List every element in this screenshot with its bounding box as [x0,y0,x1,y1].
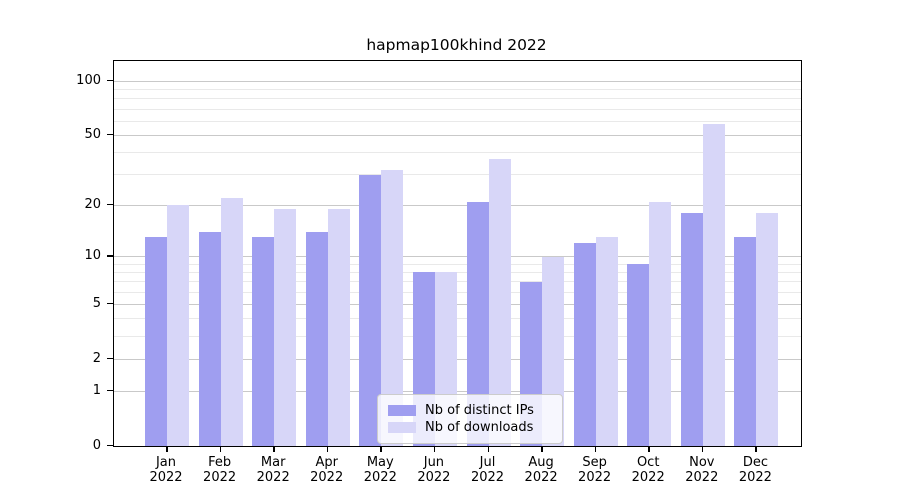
legend: Nb of distinct IPs Nb of downloads [377,394,563,444]
gridline-major-100 [114,80,801,82]
gridline-major-2 [114,358,801,360]
y-tick-mark-100 [107,79,113,82]
gridline-minor-7 [114,281,801,283]
x-tick-label-aug-2022: Aug 2022 [524,455,558,485]
gridline-minor-30 [114,174,801,176]
y-tick-mark-50 [107,133,113,136]
x-tick-label-nov-2022: Nov 2022 [685,455,719,485]
x-tick-mark-aug [541,446,543,452]
gridline-major-10 [114,256,801,257]
bar-nb-of-distinct-ips-jan [145,237,167,446]
gridline-major-50 [114,134,801,136]
x-tick-mark-jun [433,446,436,452]
x-tick-label-mar-2022: Mar 2022 [256,455,290,485]
gridline-major-20 [114,204,801,206]
gridline-minor-8 [114,271,801,273]
legend-label: Nb of downloads [425,420,534,435]
y-tick-label-10: 10 [84,248,101,263]
gridline-major-5 [114,303,801,305]
y-tick-label-0: 0 [92,437,101,453]
y-tick-label-50: 50 [84,126,101,142]
y-tick-mark-5 [107,302,113,305]
bar-nb-of-distinct-ips-oct [627,264,650,446]
bar-nb-of-downloads-feb [220,198,243,446]
x-tick-mark-feb [219,446,222,452]
x-tick-mark-jan [166,446,168,452]
bar-nb-of-distinct-ips-apr [305,232,328,446]
gridline-minor-80 [114,98,801,100]
x-tick-mark-oct [648,446,650,452]
bar-nb-of-distinct-ips-mar [252,237,275,446]
y-tick-mark-1 [107,389,113,392]
bar-nb-of-distinct-ips-nov [680,213,703,446]
bar-nb-of-distinct-ips-sep [573,243,596,446]
legend-item-nb-of-distinct-ips: Nb of distinct IPs [388,403,554,418]
bar-nb-of-downloads-dec [756,213,779,446]
x-tick-mark-mar [273,446,275,452]
gridline-major-1 [114,390,801,392]
chart-title: hapmap100khind 2022 [366,36,547,54]
x-tick-mark-dec [755,446,757,452]
x-tick-mark-sep [594,446,597,452]
gridline-minor-60 [114,120,801,122]
bar-nb-of-downloads-jul [488,158,511,446]
x-tick-label-feb-2022: Feb 2022 [203,455,237,485]
x-tick-label-oct-2022: Oct 2022 [631,455,665,485]
bar-nb-of-downloads-oct [649,201,672,446]
x-tick-mark-apr [326,446,329,452]
x-tick-mark-may [380,446,382,452]
x-tick-mark-nov [701,446,704,452]
bar-nb-of-distinct-ips-dec [734,237,757,446]
gridline-minor-40 [114,152,801,153]
bar-nb-of-downloads-apr [327,209,350,446]
legend-swatch-icon [388,422,416,433]
bar-nb-of-downloads-nov [702,123,725,446]
gridline-minor-9 [114,263,801,265]
x-tick-label-jul-2022: Jul 2022 [470,455,505,485]
y-tick-mark-10 [107,255,113,257]
plot-area [113,60,802,447]
y-tick-mark-20 [107,203,113,206]
bar-nb-of-downloads-mar [274,209,297,446]
gridline-minor-6 [114,291,801,293]
legend-swatch-icon [388,405,416,416]
bar-nb-of-distinct-ips-jul [466,201,489,446]
x-tick-label-dec-2022: Dec 2022 [738,455,772,485]
gridline-minor-90 [114,89,801,90]
x-tick-mark-jul [487,446,489,452]
gridline-minor-4 [114,318,801,320]
x-tick-label-jun-2022: Jun 2022 [417,455,451,485]
gridline-minor-3 [114,335,801,337]
bar-nb-of-downloads-may [381,169,404,446]
x-tick-label-may-2022: May 2022 [363,455,397,485]
x-tick-label-sep-2022: Sep 2022 [578,455,612,485]
y-tick-mark-0 [107,444,113,446]
bar-nb-of-downloads-sep [595,237,618,446]
legend-label: Nb of distinct IPs [425,403,534,418]
bar-nb-of-downloads-jan [167,205,189,446]
y-tick-label-2: 2 [92,350,101,366]
y-tick-label-5: 5 [92,295,101,311]
x-tick-label-jan-2022: Jan 2022 [149,455,183,485]
y-tick-label-100: 100 [76,72,101,88]
y-tick-mark-2 [107,357,113,360]
bar-nb-of-distinct-ips-feb [198,232,221,446]
y-tick-label-1: 1 [92,382,101,398]
gridline-minor-70 [114,108,801,110]
x-tick-label-apr-2022: Apr 2022 [310,455,344,485]
legend-item-nb-of-downloads: Nb of downloads [388,420,554,435]
bar-nb-of-distinct-ips-may [359,174,382,446]
y-tick-label-20: 20 [84,196,101,212]
